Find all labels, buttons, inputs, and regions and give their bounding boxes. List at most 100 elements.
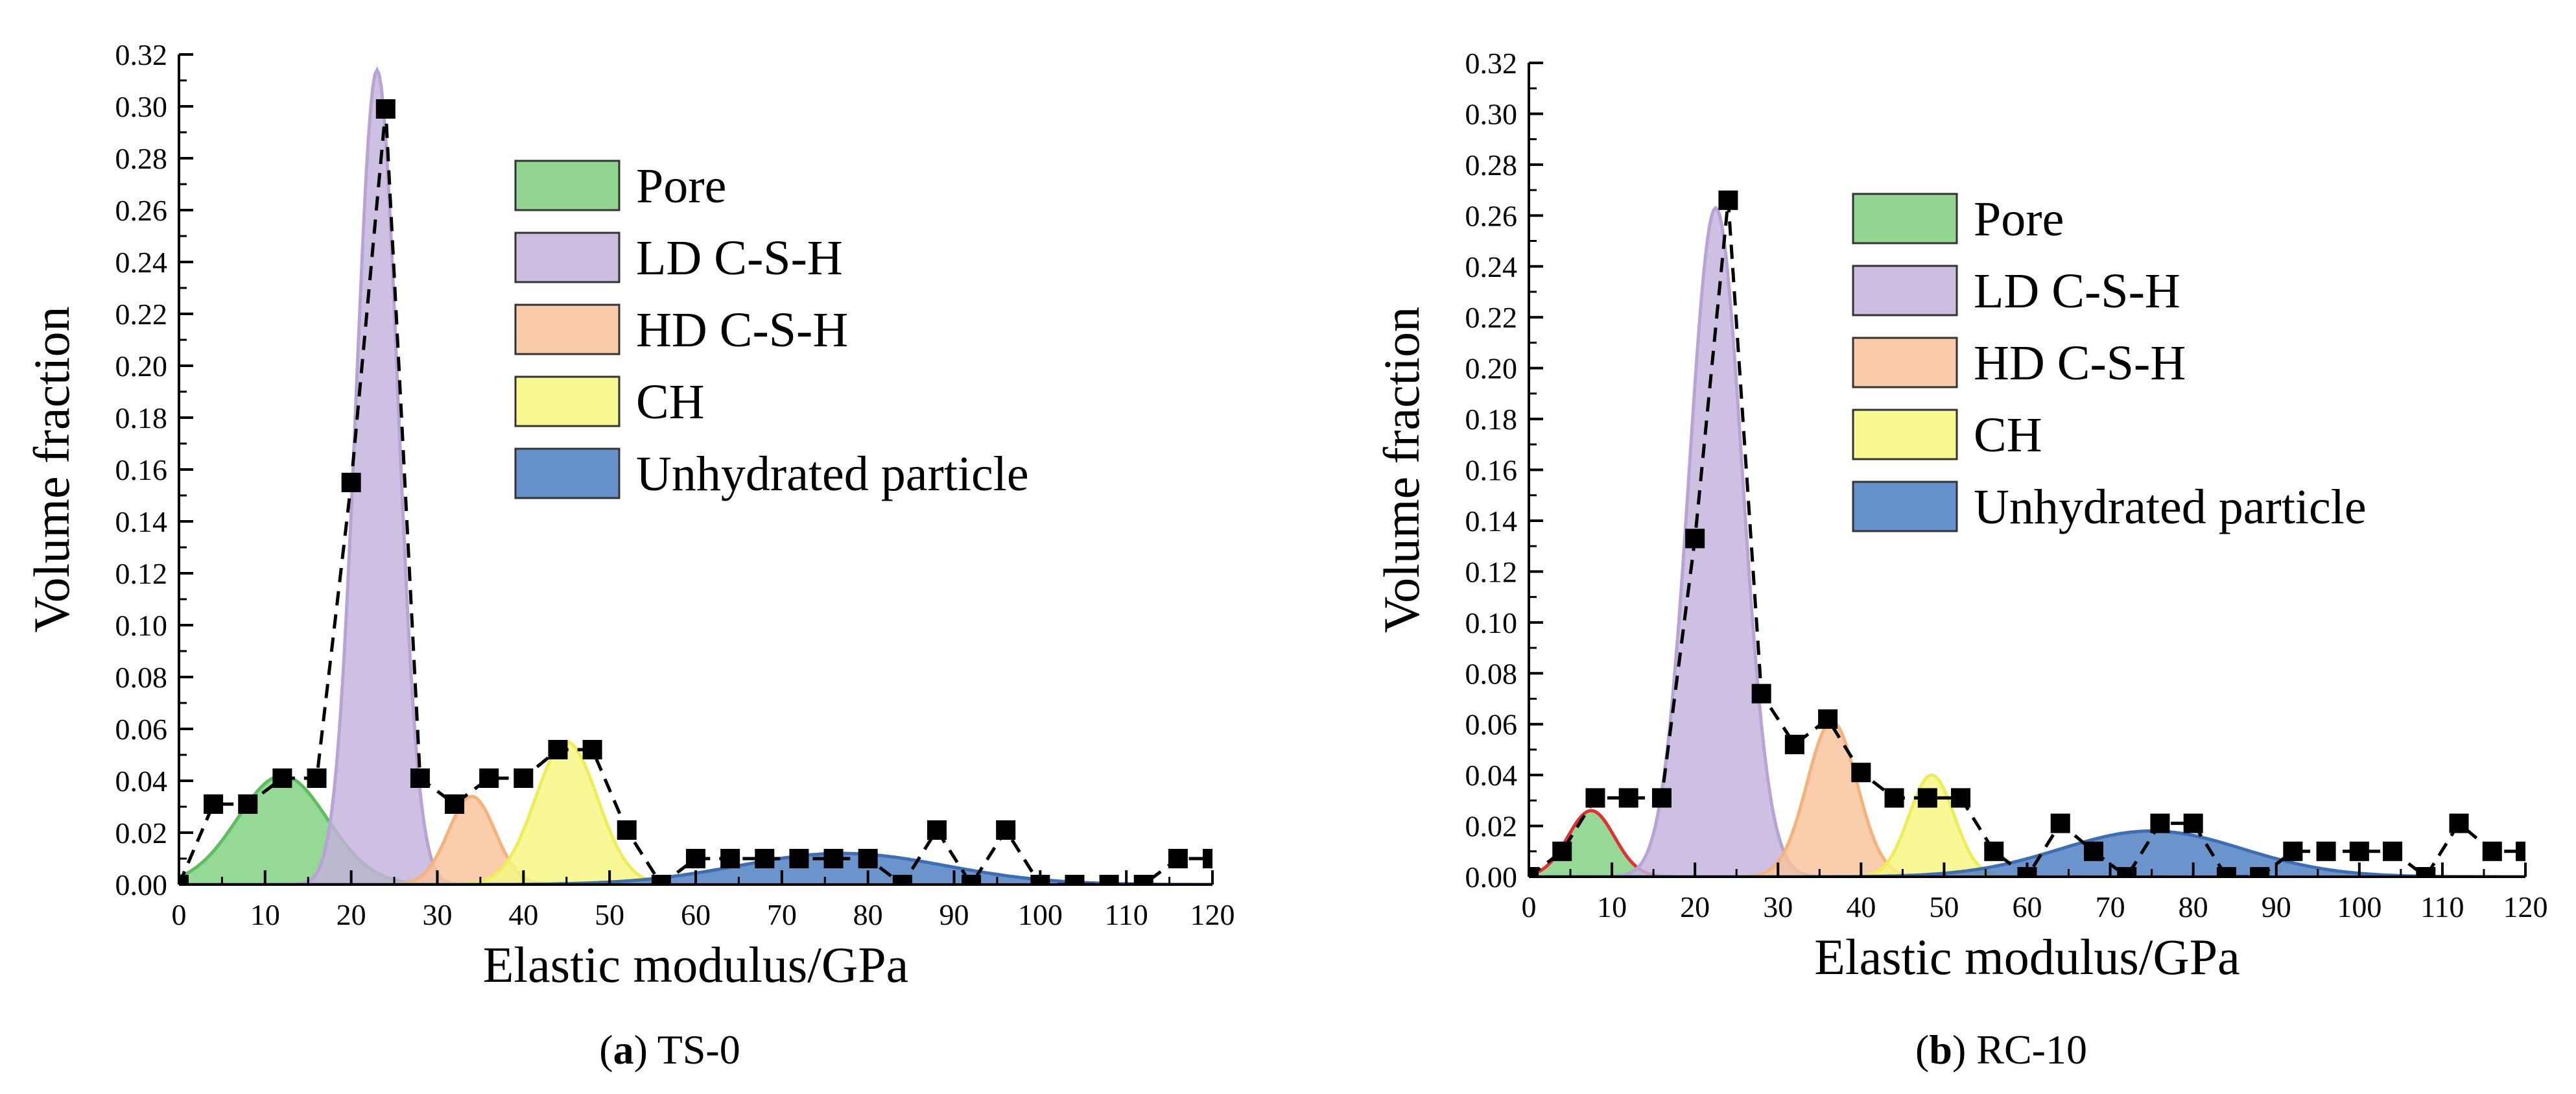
y-tick-label: 0.12: [115, 557, 168, 590]
y-tick-label: 0.18: [1465, 403, 1518, 436]
experimental-point: [2283, 841, 2303, 861]
y-tick-label: 0.10: [115, 609, 168, 642]
y-tick-label: 0.26: [115, 194, 168, 227]
experimental-point: [2216, 867, 2236, 877]
peak-area-pore: [1529, 811, 2525, 877]
y-tick-label: 0.08: [1465, 657, 1518, 690]
experimental-point: [1951, 788, 1971, 808]
legend-label: Unhydrated particle: [1974, 480, 2367, 534]
panel-label: a: [613, 1027, 634, 1073]
experimental-point: [2150, 813, 2170, 833]
legend-label: LD C-S-H: [636, 231, 843, 285]
legend: Pore LD C-S-H HD C-S-H CH Unhydrated particl…: [1852, 192, 2367, 534]
y-tick-label: 0.26: [1465, 199, 1518, 232]
experimental-point: [2482, 841, 2502, 861]
experimental-point: [1133, 875, 1153, 885]
experimental-point: [1585, 788, 1605, 808]
experimental-point: [789, 849, 809, 868]
y-tick-label: 0.16: [1465, 454, 1518, 487]
experimental-point: [1818, 709, 1838, 729]
experimental-point: [651, 875, 671, 885]
y-tick-label: 0.16: [115, 453, 168, 486]
legend-swatch-ld-c-s-h: [514, 232, 620, 283]
y-tick-label: 0.32: [1465, 47, 1518, 80]
y-tick-label: 0.10: [1465, 606, 1518, 639]
y-tick-label: 0.24: [115, 246, 168, 279]
experimental-point: [1984, 841, 2004, 861]
experimental-point: [892, 875, 912, 885]
x-tick-label: 0: [172, 898, 187, 931]
experimental-point: [755, 849, 775, 868]
legend-label: HD C-S-H: [1974, 336, 2186, 390]
x-tick-label: 40: [508, 898, 538, 931]
experimental-point: [1203, 849, 1212, 868]
x-tick-label: 90: [2262, 890, 2291, 923]
y-tick-label: 0.14: [115, 505, 168, 538]
chart-panel-a: 0 10 20 30 40 50 60 70 80 90 100 110 120 0.00 0.02 0.04…: [23, 38, 1235, 1073]
experimental-point: [238, 794, 258, 814]
y-tick-label: 0.22: [115, 298, 168, 331]
y-tick-label: 0.22: [1465, 301, 1518, 334]
experimental-point: [617, 820, 637, 840]
x-tick-label: 120: [2503, 890, 2548, 923]
experimental-point: [2183, 813, 2203, 833]
experimental-point: [2117, 867, 2137, 877]
y-tick-label: 0.00: [115, 868, 168, 901]
experimental-point: [962, 875, 982, 885]
experimental-point: [1884, 788, 1904, 808]
experimental-point: [1751, 684, 1771, 704]
legend-swatch-hd-c-s-h: [1852, 337, 1958, 388]
experimental-point: [548, 740, 568, 759]
experimental-point: [479, 768, 499, 788]
experimental-point: [1685, 529, 1705, 549]
experimental-point: [179, 875, 189, 885]
experimental-point: [1618, 788, 1638, 808]
y-axis-title: Volume fraction: [1373, 307, 1430, 633]
experimental-point: [2449, 813, 2469, 833]
chart-panel-b: 0 10 20 30 40 50 60 70 80 90 100 110 120 0.00 0.02 0.04…: [1373, 47, 2548, 1073]
experimental-point: [204, 794, 224, 814]
experimental-point: [996, 820, 1016, 840]
x-tick-label: 20: [1680, 890, 1710, 923]
experimental-point: [1099, 875, 1119, 885]
experimental-point: [341, 473, 361, 492]
x-tick-label: 60: [681, 898, 711, 931]
legend-swatch-ld-c-s-h: [1852, 265, 1958, 316]
legend-label: Unhydrated particle: [636, 447, 1029, 501]
legend-label: LD C-S-H: [1974, 264, 2180, 318]
x-tick-label: 50: [1929, 890, 1959, 923]
y-tick-label: 0.28: [115, 142, 168, 175]
peak-curve-ld-c-s-h: [1529, 205, 2525, 877]
legend-label: Pore: [1974, 192, 2064, 246]
legend-swatch-hd-c-s-h: [514, 303, 620, 355]
experimental-point: [2050, 813, 2070, 833]
x-tick-label: 70: [2096, 890, 2125, 923]
experimental-point: [823, 849, 844, 868]
y-tick-label: 0.30: [1465, 97, 1518, 130]
legend-swatch-unhydrated-particle: [1852, 481, 1958, 532]
y-tick-label: 0.02: [115, 816, 168, 850]
experimental-point: [1552, 841, 1572, 861]
x-axis-title: Elastic modulus/GPa: [483, 936, 908, 993]
experimental-point: [2516, 841, 2525, 861]
peak-area-hd-c-s-h: [179, 796, 1212, 885]
x-tick-label: 100: [1018, 898, 1063, 931]
y-tick-label: 0.14: [1465, 505, 1518, 538]
experimental-point: [445, 794, 465, 814]
experimental-point: [1784, 735, 1804, 755]
y-tick-label: 0.24: [1465, 250, 1518, 283]
experimental-point: [2250, 867, 2270, 877]
legend-swatch-ch: [1852, 409, 1958, 460]
y-tick-label: 0.06: [1465, 708, 1518, 741]
peak-curve-ld-c-s-h: [179, 66, 1212, 885]
legend-label: CH: [636, 375, 705, 429]
x-tick-label: 20: [337, 898, 366, 931]
experimental-point: [927, 820, 947, 840]
x-tick-label: 0: [1522, 890, 1537, 923]
legend-swatch-ch: [514, 375, 620, 427]
x-tick-label: 110: [2420, 890, 2464, 923]
experimental-point: [1529, 867, 1539, 877]
experimental-point: [410, 768, 430, 788]
experimental-point: [858, 849, 878, 868]
